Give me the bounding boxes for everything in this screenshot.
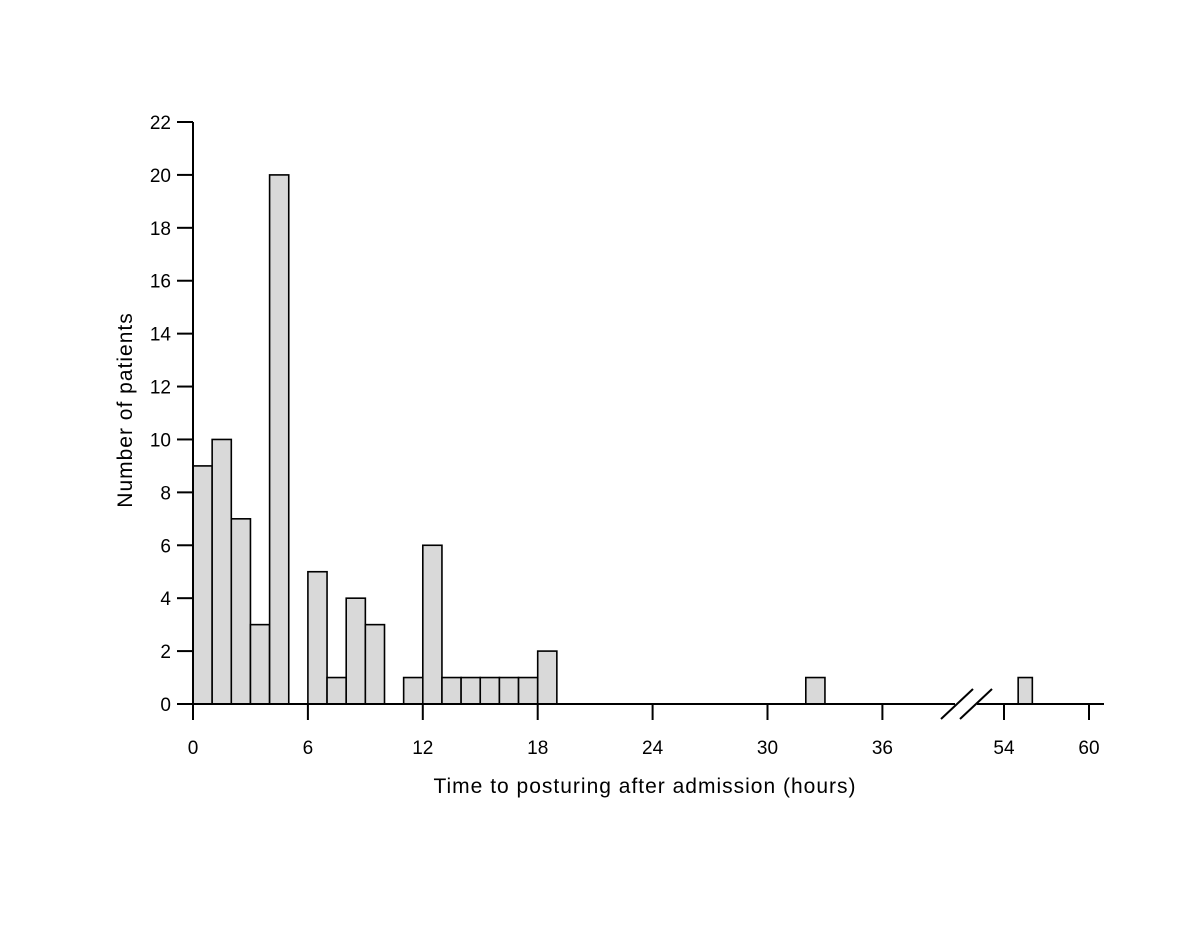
histogram-bar xyxy=(517,676,539,705)
histogram-bar xyxy=(498,676,520,705)
x-tick-label: 6 xyxy=(303,738,314,759)
x-tick-label: 30 xyxy=(757,738,778,759)
y-tick-label: 0 xyxy=(160,695,171,716)
bars-group xyxy=(192,174,1034,705)
axis-break-slash xyxy=(940,688,974,720)
histogram-bar xyxy=(460,676,482,705)
histogram-bar xyxy=(479,676,501,705)
y-tick-label: 4 xyxy=(160,589,171,610)
histogram-bar xyxy=(421,544,443,705)
x-axis-break xyxy=(940,688,993,720)
histogram-bar xyxy=(307,570,328,705)
x-tick-label: 36 xyxy=(872,738,893,759)
y-tick-label: 16 xyxy=(150,272,171,293)
y-tick-label: 8 xyxy=(160,483,171,504)
x-tick-label: 60 xyxy=(1078,738,1099,759)
x-tick-label: 0 xyxy=(188,738,199,759)
x-tick-label: 18 xyxy=(527,738,548,759)
histogram-bar xyxy=(536,650,558,705)
x-ticks-group: 0 6 12 18 24 30 36 54 60 xyxy=(188,704,1100,759)
histogram-bar xyxy=(345,597,367,705)
histogram-bar xyxy=(211,438,233,705)
y-tick-label: 10 xyxy=(150,430,171,451)
x-axis-title: Time to posturing after admission (hours… xyxy=(433,775,856,798)
y-tick-label: 22 xyxy=(150,113,171,134)
y-tick-label: 18 xyxy=(150,219,171,240)
histogram-bar xyxy=(249,623,271,705)
histogram-bar xyxy=(804,676,826,705)
axis-break-gap xyxy=(955,700,977,708)
y-tick-label: 12 xyxy=(150,378,171,399)
x-tick-label: 12 xyxy=(412,738,433,759)
histogram-bar xyxy=(326,676,347,705)
y-axis-title: Number of patients xyxy=(114,312,137,507)
histogram-bar xyxy=(441,676,462,705)
y-tick-label: 20 xyxy=(150,166,171,187)
x-tick-label: 24 xyxy=(642,738,664,759)
histogram-bar xyxy=(230,518,252,705)
histogram-bar xyxy=(1017,676,1034,705)
y-tick-label: 14 xyxy=(150,325,172,346)
histogram-bar xyxy=(268,174,290,705)
y-tick-label: 2 xyxy=(160,642,171,663)
histogram-bar xyxy=(364,623,386,705)
histogram-bar xyxy=(402,676,424,705)
y-ticks-group: 0 2 4 6 8 10 12 14 16 18 20 22 xyxy=(150,113,193,716)
y-tick-label: 6 xyxy=(160,536,171,557)
axis-break-slash xyxy=(959,688,993,720)
histogram-bar xyxy=(192,465,213,705)
axes-group xyxy=(192,122,1104,705)
x-tick-label: 54 xyxy=(993,738,1015,759)
